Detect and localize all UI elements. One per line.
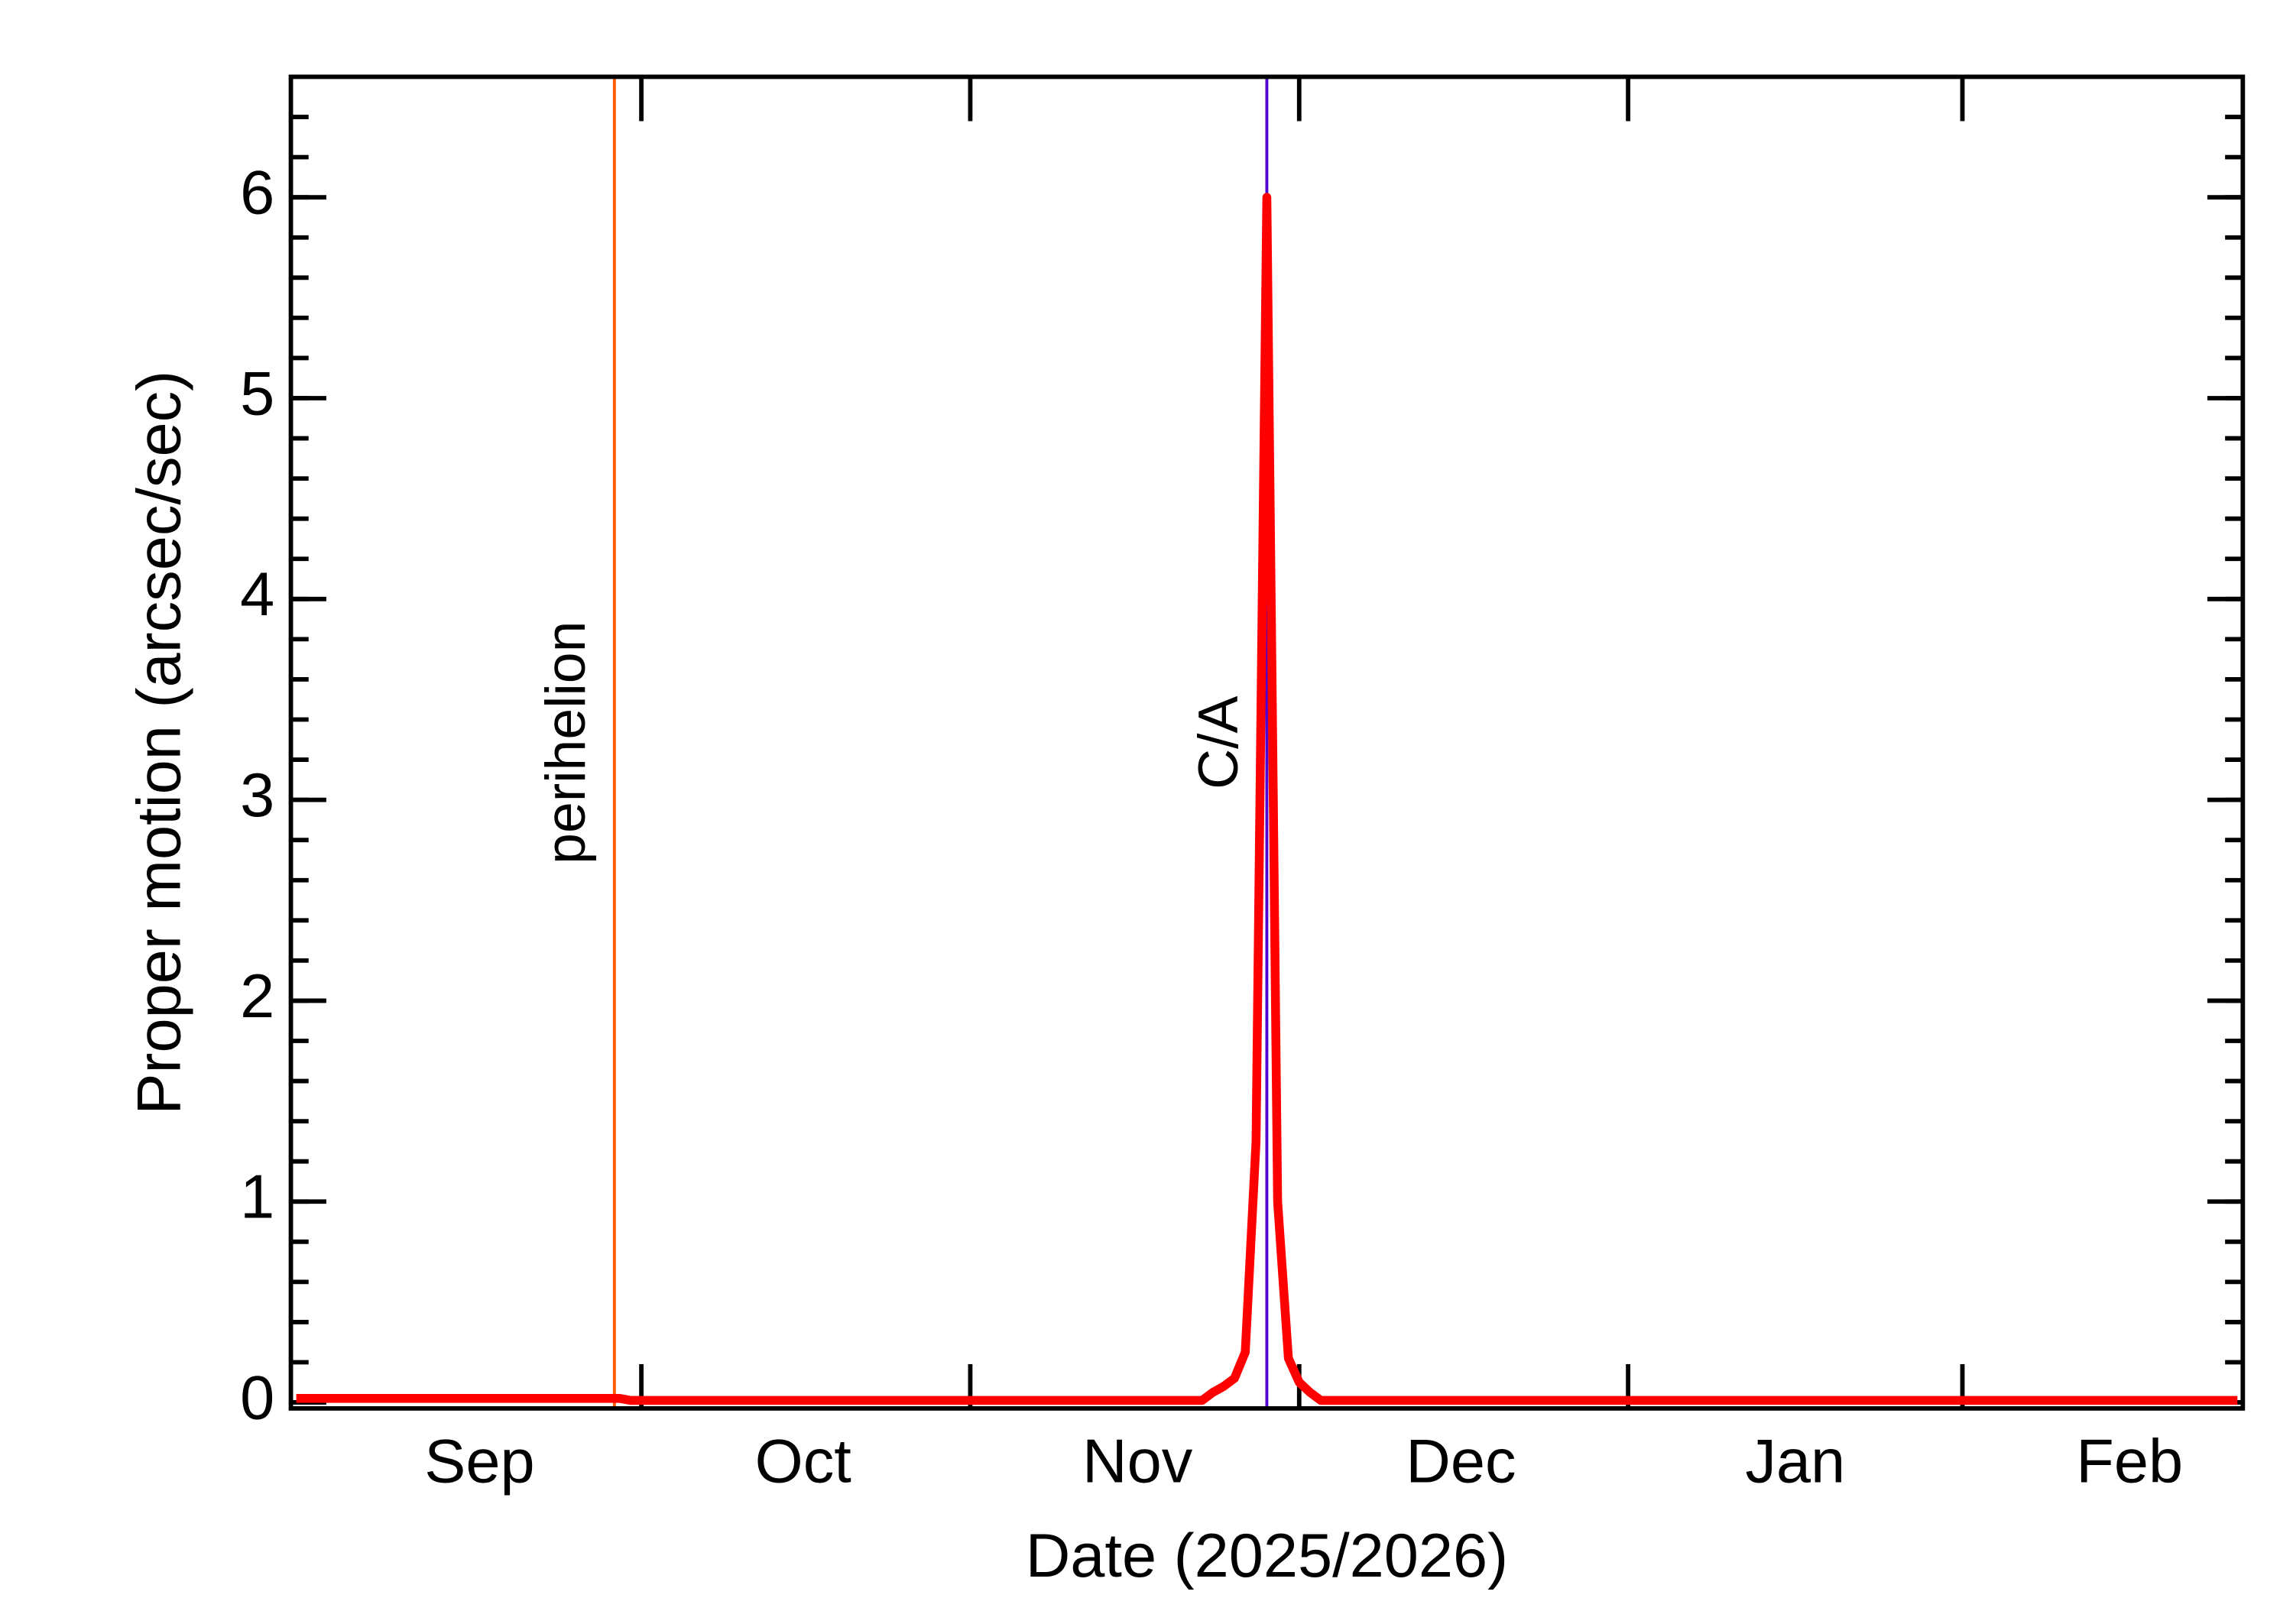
annotation-label: C/A [1187,695,1250,789]
x-tick-label: Dec [1406,1428,1516,1496]
plot-frame [288,74,2246,1411]
data-line [296,193,2238,1405]
y-tick-label: 5 [240,359,274,428]
annotation-label: perihelion [534,621,597,864]
y-axis-label: Proper motion (arcsec/sec) [125,371,194,1115]
y-tick-label: 3 [240,761,274,830]
y-tick-label: 0 [240,1363,274,1432]
x-tick-label: Sep [424,1428,534,1496]
y-tick-label: 1 [240,1163,274,1232]
x-tick-label: Feb [2076,1428,2183,1496]
x-axis-label: Date (2025/2026) [1026,1522,1508,1590]
y-tick-label: 4 [240,560,274,629]
y-tick-label: 2 [240,962,274,1031]
x-tick-label: Nov [1082,1428,1193,1496]
x-tick-label: Jan [1745,1428,1845,1496]
x-tick-label: Oct [755,1428,851,1496]
y-tick-label: 6 [240,159,274,228]
